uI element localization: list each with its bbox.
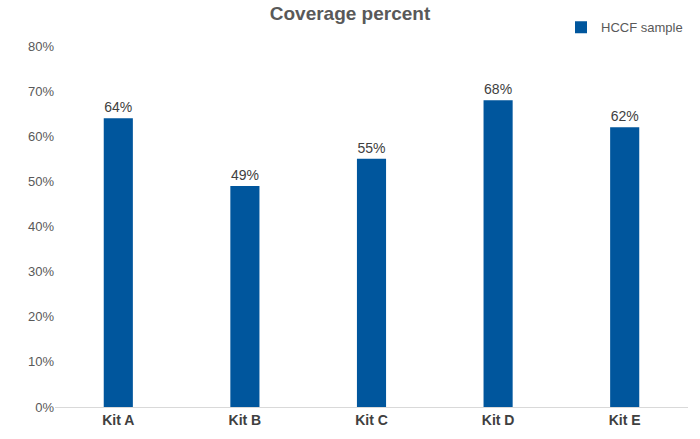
svg-text:60%: 60% xyxy=(28,129,54,144)
svg-text:Kit D: Kit D xyxy=(482,412,515,428)
svg-text:49%: 49% xyxy=(231,167,259,183)
svg-text:70%: 70% xyxy=(28,84,54,99)
svg-text:Kit A: Kit A xyxy=(102,412,134,428)
svg-text:80%: 80% xyxy=(28,39,54,54)
svg-text:64%: 64% xyxy=(104,99,132,115)
svg-text:55%: 55% xyxy=(357,140,385,156)
svg-text:Kit B: Kit B xyxy=(229,412,262,428)
svg-text:50%: 50% xyxy=(28,174,54,189)
svg-text:68%: 68% xyxy=(484,81,512,97)
svg-text:20%: 20% xyxy=(28,309,54,324)
svg-text:0%: 0% xyxy=(35,400,54,415)
svg-text:HCCF sample: HCCF sample xyxy=(601,20,683,35)
svg-text:10%: 10% xyxy=(28,354,54,369)
svg-text:Coverage percent: Coverage percent xyxy=(270,3,431,24)
svg-text:30%: 30% xyxy=(28,264,54,279)
svg-text:40%: 40% xyxy=(28,219,54,234)
svg-text:62%: 62% xyxy=(611,108,639,124)
svg-text:Kit E: Kit E xyxy=(609,412,641,428)
svg-text:Kit C: Kit C xyxy=(355,412,388,428)
